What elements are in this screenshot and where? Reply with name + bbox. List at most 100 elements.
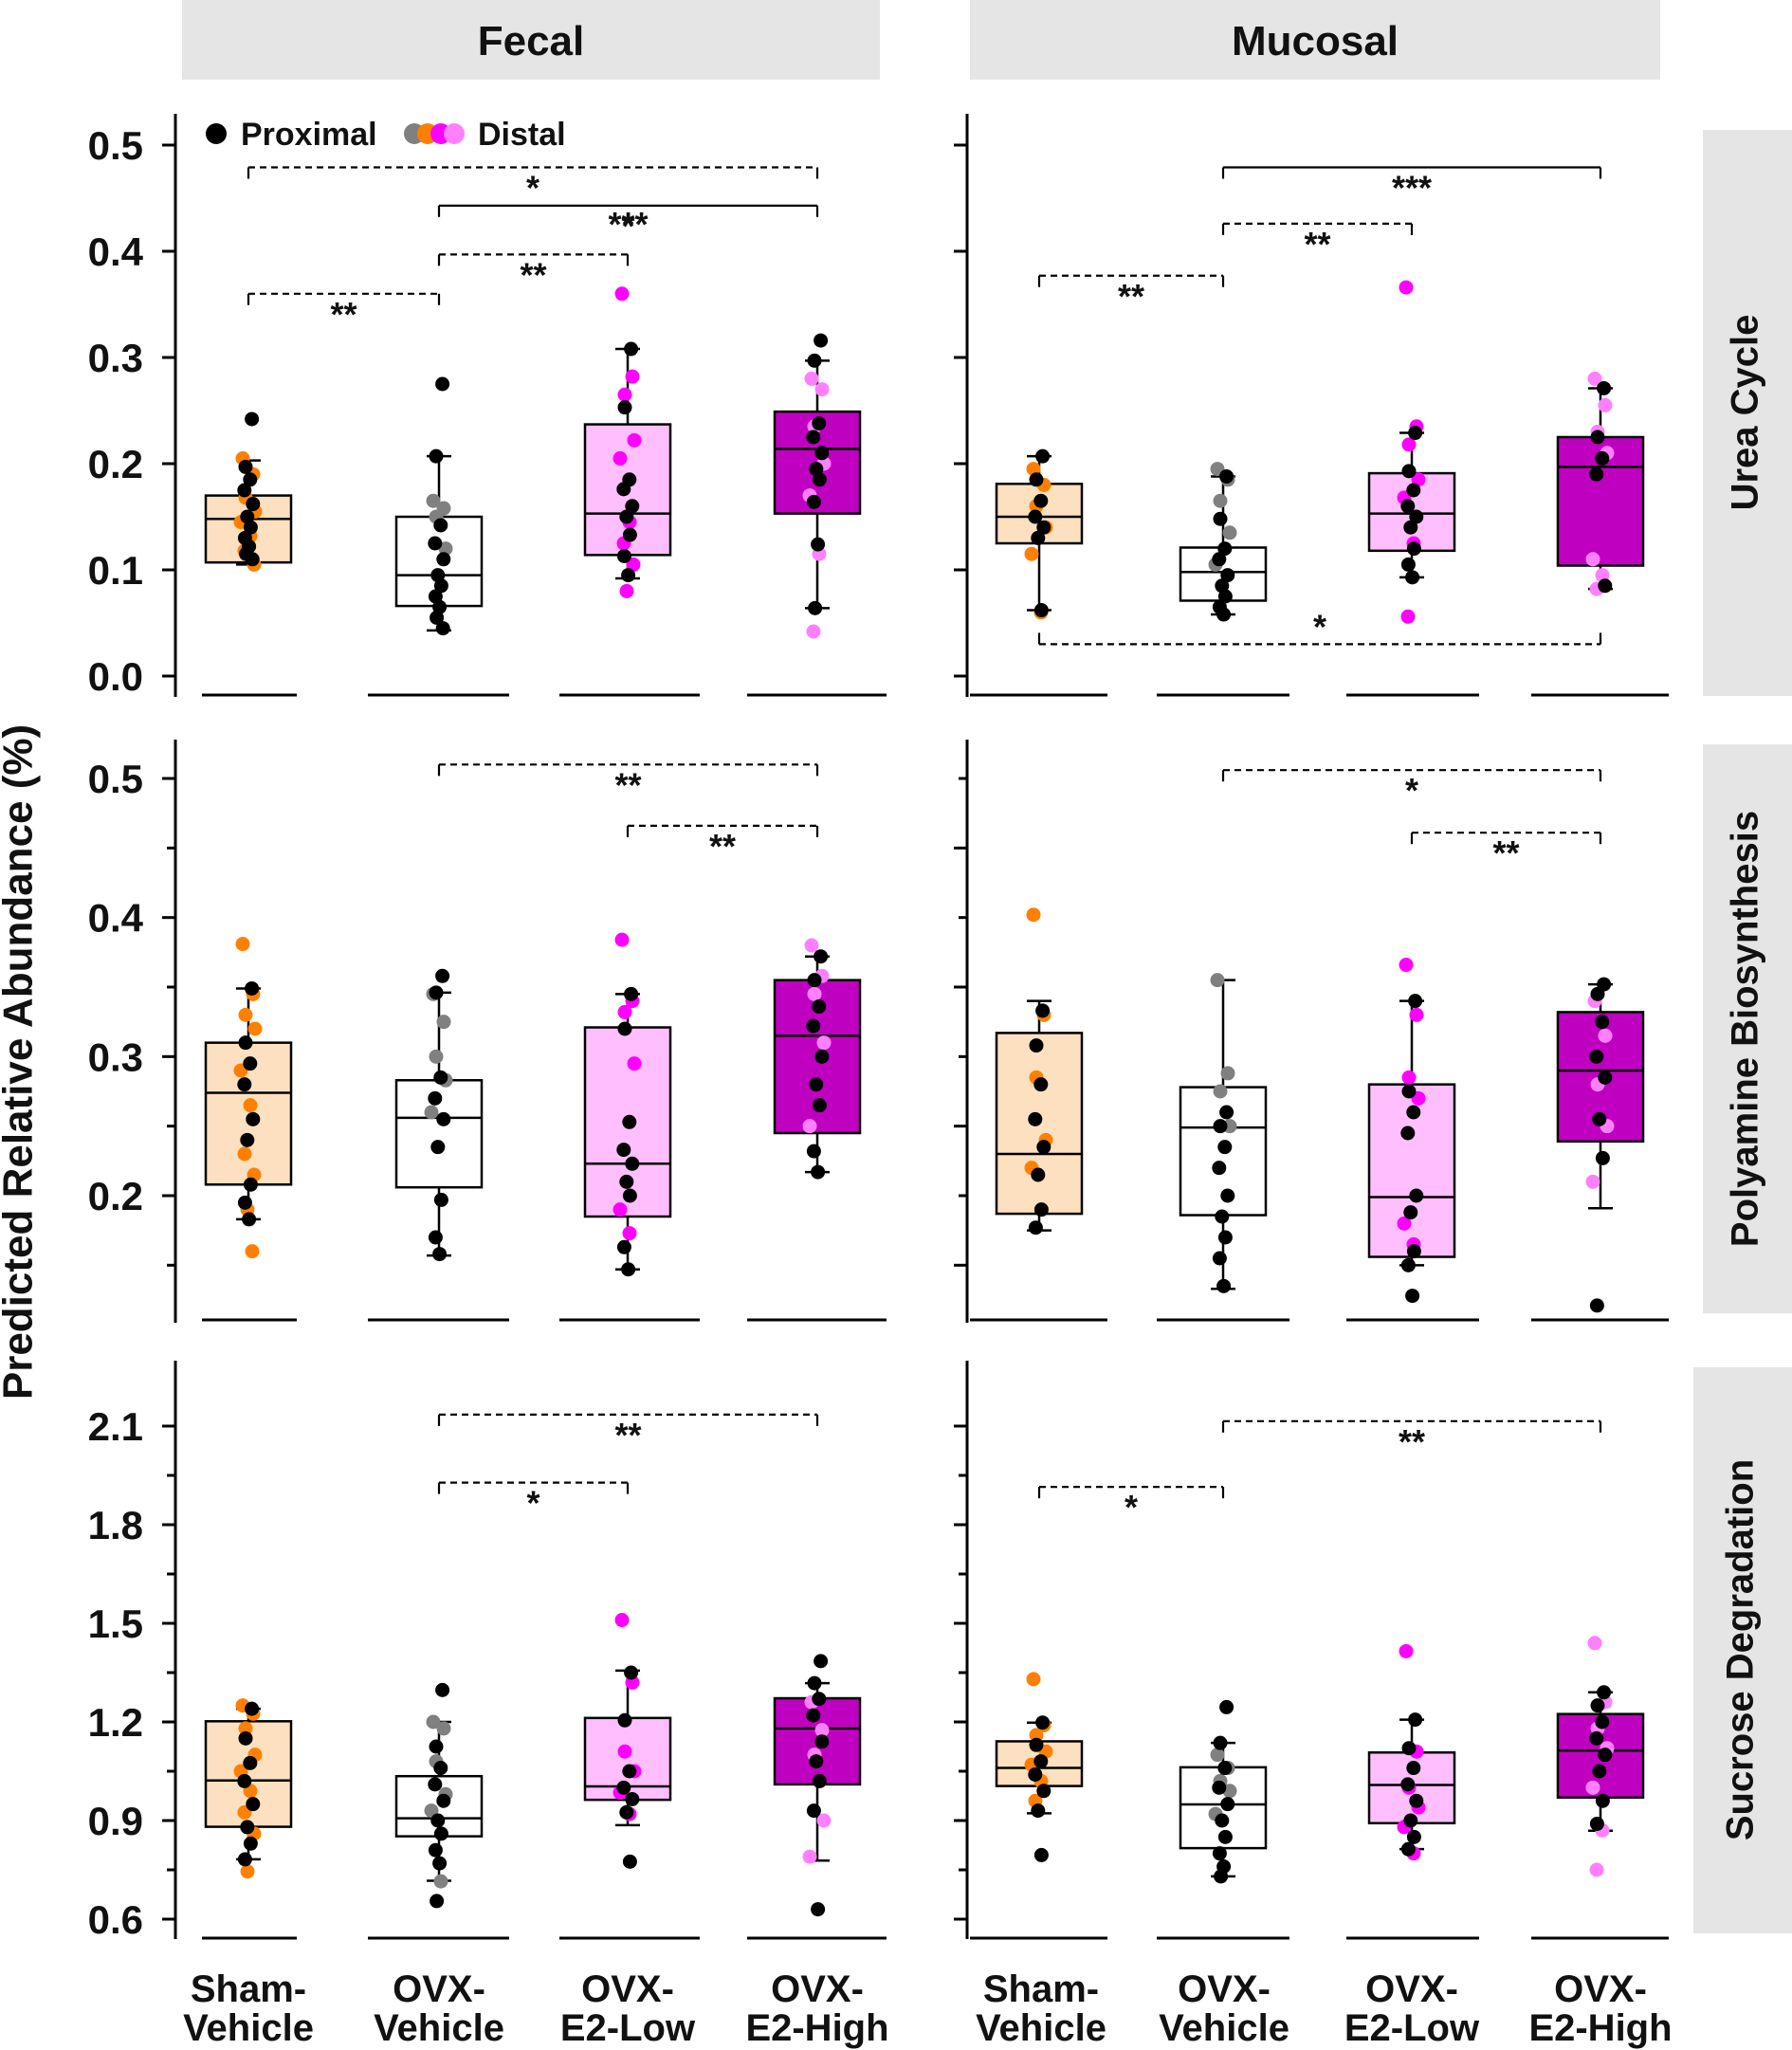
proximal-point bbox=[1598, 1070, 1613, 1085]
y-axis-title: Predicted Relative Abundance (%) bbox=[0, 724, 42, 1400]
x-categories-fecal: Sham- Vehicle OVX- Vehicle OVX- E2-Low O… bbox=[183, 1968, 889, 2049]
cat-ovx-vehicle-line1-mucosal: OVX- bbox=[1178, 1968, 1271, 2010]
proximal-point bbox=[237, 1773, 252, 1788]
cat-ovx-vehicle-line2: Vehicle bbox=[374, 2007, 504, 2049]
proximal-point bbox=[245, 552, 260, 567]
proximal-point bbox=[433, 1192, 448, 1207]
proximal-point bbox=[811, 1164, 826, 1180]
distal-point bbox=[614, 932, 630, 947]
proximal-point bbox=[240, 1132, 255, 1147]
bracket-label: * bbox=[1125, 1488, 1138, 1527]
proximal-point bbox=[237, 1852, 252, 1867]
fecal-polyamine-bracket-1: ** bbox=[626, 824, 819, 866]
proximal-point bbox=[806, 1144, 821, 1159]
strip-polyamine: Polyamine Biosynthesis bbox=[1703, 744, 1792, 1313]
proximal-point bbox=[1029, 472, 1044, 487]
proximal-point bbox=[806, 1803, 821, 1819]
fecal-polyamine-ytick-label: 0.3 bbox=[88, 1034, 143, 1079]
proximal-point bbox=[1036, 1140, 1051, 1155]
proximal-point bbox=[429, 985, 444, 1000]
cat-e2-low-line1: OVX- bbox=[581, 1968, 674, 2010]
mucosal-urea-bracket-3: * bbox=[1037, 607, 1602, 646]
proximal-point bbox=[1215, 1813, 1230, 1828]
proximal-point bbox=[1401, 464, 1417, 479]
box-mucosal-urea-ovx-e2-low bbox=[1367, 280, 1456, 624]
distal-point bbox=[614, 1613, 630, 1628]
distal-point bbox=[613, 1202, 628, 1217]
panel-fecal-sucrose: 0.60.91.21.51.82.1 *** bbox=[88, 1361, 887, 1942]
strip-mucosal-label: Mucosal bbox=[1232, 18, 1399, 64]
proximal-point bbox=[1219, 468, 1234, 484]
proximal-point bbox=[807, 1675, 822, 1691]
proximal-point bbox=[1029, 1038, 1044, 1053]
proximal-point bbox=[814, 1654, 829, 1669]
proximal-point bbox=[432, 1856, 448, 1871]
proximal-point bbox=[238, 1035, 253, 1051]
proximal-point bbox=[245, 412, 260, 427]
proximal-point bbox=[1409, 1188, 1424, 1203]
proximal-point bbox=[1595, 1015, 1610, 1030]
proximal-point bbox=[806, 430, 821, 445]
strip-fecal: Fecal bbox=[182, 0, 880, 80]
cat-sham-line1: Sham- bbox=[191, 1968, 306, 2010]
distal-point bbox=[245, 1244, 260, 1259]
proximal-point bbox=[619, 509, 634, 524]
proximal-point bbox=[429, 1739, 444, 1754]
proximal-point bbox=[243, 1056, 258, 1071]
distal-point bbox=[1397, 1216, 1412, 1231]
mucosal-sucrose-bracket-1: * bbox=[1037, 1486, 1225, 1527]
box-fecal-polyamine-ovx-vehicle bbox=[394, 968, 484, 1262]
distal-point bbox=[436, 1015, 451, 1030]
fecal-urea-ytick-label: 0.3 bbox=[88, 336, 143, 380]
proximal-point bbox=[246, 1111, 261, 1126]
bracket-label: ** bbox=[709, 827, 736, 866]
bracket-label: ** bbox=[520, 255, 546, 294]
proximal-point bbox=[1212, 1251, 1227, 1266]
strip-sucrose-label: Sucrose Degradation bbox=[1720, 1459, 1762, 1840]
proximal-point bbox=[1401, 1084, 1417, 1099]
strip-fecal-label: Fecal bbox=[478, 18, 585, 64]
proximal-point bbox=[1217, 1761, 1233, 1776]
distal-point bbox=[807, 986, 822, 1001]
distal-point bbox=[438, 541, 453, 557]
proximal-point bbox=[238, 1730, 253, 1746]
proximal-point bbox=[237, 483, 252, 498]
proximal-point bbox=[432, 1247, 448, 1262]
cat-e2-low-line1-mucosal: OVX- bbox=[1365, 1968, 1458, 2010]
proximal-point bbox=[243, 520, 258, 535]
proximal-point bbox=[430, 1140, 446, 1155]
distal-point bbox=[613, 450, 628, 466]
panel-fecal-urea: 0.00.10.20.30.40.5********* bbox=[88, 114, 887, 699]
cat-e2-high-line2-mucosal: E2-High bbox=[1528, 2007, 1672, 2049]
distal-point bbox=[238, 1007, 253, 1022]
distal-point bbox=[1222, 525, 1237, 540]
box-mucosal-polyamine-ovx-vehicle bbox=[1179, 973, 1268, 1293]
distal-point bbox=[1595, 568, 1610, 583]
proximal-point bbox=[1405, 1289, 1420, 1304]
proximal-point bbox=[812, 472, 827, 487]
distal-point bbox=[814, 382, 830, 397]
distal-point bbox=[1401, 1070, 1417, 1085]
distal-point bbox=[433, 1874, 448, 1889]
legend-proximal-dot bbox=[206, 123, 227, 144]
fecal-urea-ytick-label: 0.1 bbox=[88, 548, 143, 593]
proximal-point bbox=[1400, 1777, 1416, 1792]
fecal-sucrose-ytick-label: 1.8 bbox=[88, 1503, 143, 1547]
proximal-point bbox=[806, 1018, 821, 1034]
mucosal-urea-bracket-1: ** bbox=[1221, 222, 1414, 264]
proximal-point bbox=[806, 1708, 821, 1723]
distal-point bbox=[1210, 1748, 1225, 1763]
proximal-point bbox=[435, 376, 450, 392]
proximal-point bbox=[1031, 530, 1046, 545]
proximal-point bbox=[428, 1090, 443, 1106]
proximal-point bbox=[243, 1177, 258, 1192]
distal-point bbox=[1213, 1084, 1228, 1099]
proximal-point bbox=[435, 968, 450, 983]
proximal-point bbox=[1592, 1764, 1607, 1779]
box-mucosal-polyamine-ovx-e2-low bbox=[1367, 958, 1456, 1304]
fecal-urea-bracket-1: * bbox=[437, 204, 819, 246]
proximal-point bbox=[429, 448, 444, 464]
distal-point bbox=[1400, 609, 1416, 624]
box-fecal-sucrose-ovx-e2-low bbox=[583, 1613, 672, 1869]
fecal-sucrose-ytick-label: 1.2 bbox=[88, 1700, 143, 1745]
